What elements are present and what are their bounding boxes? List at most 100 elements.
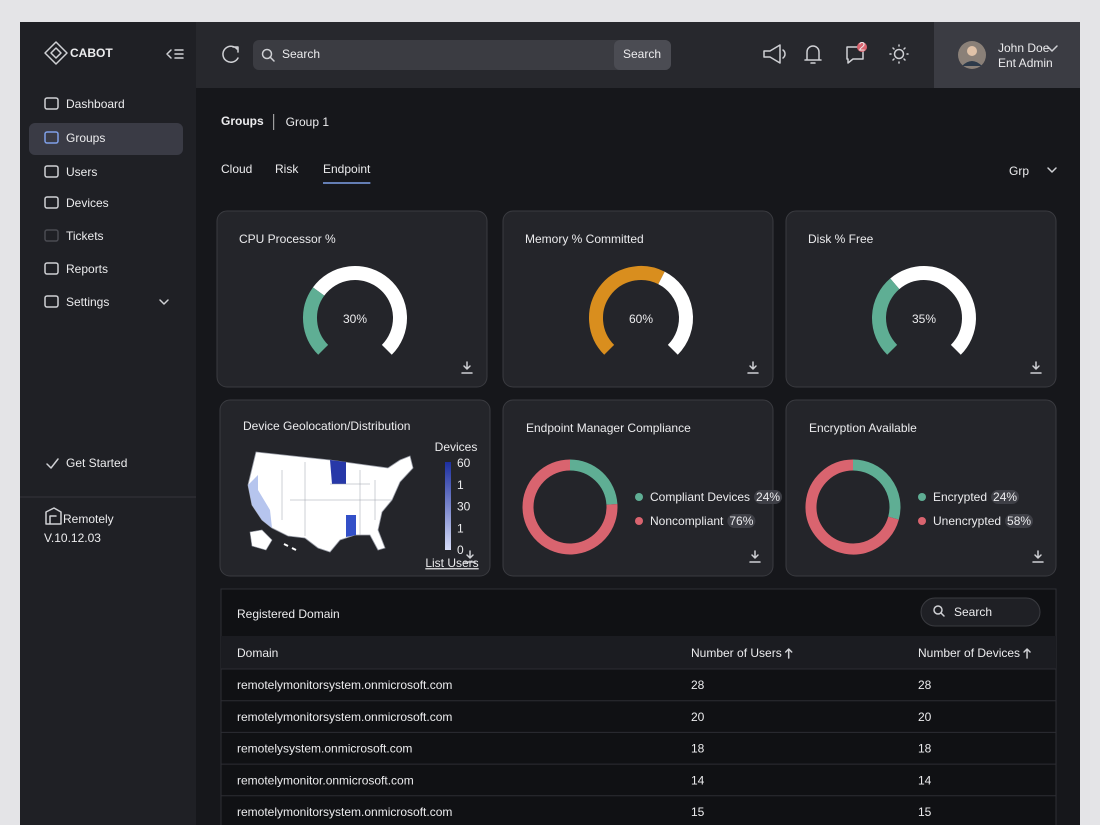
table-cell: 18 xyxy=(918,742,932,756)
get-started[interactable]: Get Started xyxy=(66,456,127,470)
nav-item[interactable]: Users xyxy=(66,165,97,179)
user-name: John Doe xyxy=(998,41,1050,55)
legend-pill xyxy=(754,490,783,504)
column-header[interactable]: Number of Users xyxy=(691,646,782,660)
legend-tick: 1 xyxy=(457,521,464,535)
table-header-row xyxy=(221,636,1056,669)
footer-logo-icon xyxy=(45,507,62,525)
legend-colorbar xyxy=(445,462,451,550)
gauge-label: 30% xyxy=(343,312,367,326)
group-dropdown[interactable]: Grp xyxy=(1009,164,1029,178)
tab[interactable]: Endpoint xyxy=(323,162,371,176)
gauge-track xyxy=(312,266,407,355)
us-map xyxy=(247,451,414,553)
nav-icon xyxy=(44,97,59,110)
donut-segment xyxy=(805,459,899,555)
download-button[interactable] xyxy=(747,361,759,374)
user-menu-chevron[interactable] xyxy=(1046,45,1058,52)
announcements-button[interactable] xyxy=(763,44,786,64)
legend-value: 76% xyxy=(729,514,753,528)
legend-name: Compliant Devices xyxy=(650,490,750,504)
table-cell: 14 xyxy=(918,773,932,787)
legend-name: Noncompliant xyxy=(650,514,724,528)
message-badge xyxy=(857,42,867,52)
gauge-track xyxy=(657,271,693,355)
active-nav-bg xyxy=(29,123,183,155)
legend-tick: 30 xyxy=(457,500,471,514)
list-users-link[interactable]: List Users xyxy=(425,556,478,570)
nav-item[interactable]: Reports xyxy=(66,262,108,276)
legend-tick: 0 xyxy=(457,543,464,557)
map-borders xyxy=(281,462,392,536)
table-cell: remotelymonitorsystem.onmicrosoft.com xyxy=(237,805,452,819)
legend-value: 24% xyxy=(756,490,780,504)
donut-title: Encryption Available xyxy=(809,421,917,435)
collapse-button[interactable] xyxy=(166,49,184,59)
download-button[interactable] xyxy=(464,550,476,563)
table-cell: 28 xyxy=(918,678,932,692)
nav-item[interactable]: Settings xyxy=(66,295,109,309)
table-cell: remotelymonitorsystem.onmicrosoft.com xyxy=(237,678,452,692)
download-button[interactable] xyxy=(1032,550,1044,563)
nav-icon xyxy=(44,229,59,242)
table-cell: remotelymonitorsystem.onmicrosoft.com xyxy=(237,710,452,724)
table-cell: 14 xyxy=(691,773,705,787)
user-role: Ent Admin xyxy=(998,56,1053,70)
legend-tick: 60 xyxy=(457,456,471,470)
legend-pill xyxy=(1005,514,1034,528)
column-header: Domain xyxy=(237,646,278,660)
sort-arrow[interactable] xyxy=(1023,648,1031,659)
table-search-handle xyxy=(940,612,945,617)
tab[interactable]: Cloud xyxy=(221,162,252,176)
notifications-button[interactable] xyxy=(804,45,822,64)
table-search-icon xyxy=(933,605,943,615)
nav-item[interactable]: Devices xyxy=(66,196,109,210)
refresh-button[interactable] xyxy=(222,45,239,63)
table-cell: remotelymonitor.onmicrosoft.com xyxy=(237,773,414,787)
nav-item[interactable]: Tickets xyxy=(66,229,104,243)
gauge-card xyxy=(502,210,774,388)
geo-title: Device Geolocation/Distribution xyxy=(243,419,410,433)
search-placeholder: Search xyxy=(282,47,320,61)
search-button-bg[interactable] xyxy=(614,40,671,70)
version: V.10.12.03 xyxy=(44,531,101,545)
brand-logo xyxy=(44,41,68,65)
search-button[interactable]: Search xyxy=(623,47,661,61)
legend-pill xyxy=(727,514,756,528)
table-cell: 15 xyxy=(691,805,705,819)
sort-arrow[interactable] xyxy=(784,648,793,659)
gauge-label: 35% xyxy=(912,312,936,326)
column-header[interactable]: Number of Devices xyxy=(918,646,1020,660)
map-alaska xyxy=(249,529,273,551)
gauge-title: Disk % Free xyxy=(808,232,874,246)
table-cell: 15 xyxy=(918,805,932,819)
gauge-track xyxy=(890,266,976,355)
settings-chevron[interactable] xyxy=(159,299,169,305)
table-cell: 20 xyxy=(691,710,705,724)
search-icon xyxy=(261,48,273,60)
search-box[interactable] xyxy=(253,40,671,70)
donut-segment xyxy=(569,459,618,505)
gauge-label: 60% xyxy=(629,312,653,326)
dropdown-chevron[interactable] xyxy=(1047,167,1057,173)
page-subtitle: Group 1 xyxy=(286,115,330,129)
map-region-south xyxy=(346,515,356,537)
legend-dot xyxy=(918,517,926,525)
download-button[interactable] xyxy=(461,361,473,374)
legend-name: Unencrypted xyxy=(933,514,1001,528)
nav-item[interactable]: Dashboard xyxy=(66,97,125,111)
tab[interactable]: Risk xyxy=(275,162,299,176)
theme-toggle[interactable] xyxy=(893,48,905,60)
map-region-north xyxy=(330,460,346,484)
table-panel xyxy=(220,588,1057,825)
download-button[interactable] xyxy=(749,550,761,563)
map-hawaii xyxy=(283,543,297,551)
donut-segment xyxy=(852,459,901,520)
gauge-title: Memory % Committed xyxy=(525,232,644,246)
nav-item[interactable]: Groups xyxy=(66,131,105,145)
legend-dot xyxy=(635,493,643,501)
download-button[interactable] xyxy=(1030,361,1042,374)
donut-title: Endpoint Manager Compliance xyxy=(526,421,691,435)
table-cell: 20 xyxy=(918,710,932,724)
table-search[interactable] xyxy=(920,597,1041,627)
